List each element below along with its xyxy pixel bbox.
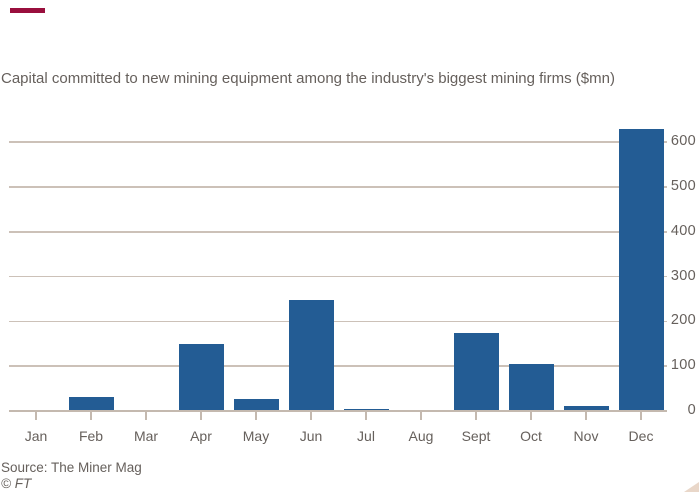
x-tick-label-jul: Jul [357, 428, 375, 444]
y-tick-label-100: 100 [670, 357, 696, 374]
x-tick-label-may: May [242, 428, 270, 444]
gridline-600 [9, 141, 667, 143]
bar-apr [178, 343, 224, 411]
x-tick-mar [145, 412, 147, 420]
x-tick-aug [420, 412, 422, 420]
x-tick-label-nov: Nov [573, 428, 599, 444]
x-tick-jan [35, 412, 37, 420]
bar-jun [288, 299, 334, 411]
x-tick-sept [475, 412, 477, 420]
gridline-500 [9, 186, 667, 188]
x-tick-label-jun: Jun [299, 428, 323, 444]
ft-corner-triangle-icon [684, 482, 699, 492]
x-tick-label-aug: Aug [408, 428, 434, 444]
gridline-100 [9, 365, 667, 367]
source-label: Source: The Miner Mag [1, 460, 142, 475]
x-tick-label-mar: Mar [133, 428, 159, 444]
y-tick-label-600: 600 [670, 133, 696, 150]
x-tick-label-dec: Dec [628, 428, 654, 444]
bar-may [233, 398, 279, 411]
x-tick-label-feb: Feb [78, 428, 104, 444]
y-tick-label-300: 300 [670, 267, 696, 284]
x-tick-label-apr: Apr [190, 428, 212, 444]
chart-title: Capital committed to new mining equipmen… [1, 70, 615, 87]
bar-sept [453, 333, 499, 411]
ft-credit-label: © FT [1, 476, 32, 491]
bar-feb [68, 396, 114, 411]
gridline-200 [9, 320, 667, 323]
x-tick-label-sept: Sept [461, 428, 491, 444]
x-tick-nov [585, 412, 587, 420]
x-tick-oct [530, 412, 532, 420]
x-tick-apr [200, 412, 202, 420]
gridline-400 [9, 231, 667, 233]
y-tick-label-0: 0 [687, 402, 696, 418]
bar-dec [618, 128, 664, 411]
x-tick-may [255, 412, 257, 420]
y-tick-label-200: 200 [670, 312, 696, 329]
y-tick-label-500: 500 [670, 178, 696, 194]
y-tick-label-400: 400 [670, 222, 696, 239]
x-tick-dec [640, 412, 642, 420]
x-tick-jun [310, 412, 312, 420]
gridline-300 [9, 275, 667, 278]
x-tick-feb [90, 412, 92, 420]
bar-oct [508, 363, 554, 411]
x-tick-label-jan: Jan [24, 428, 48, 444]
ft-accent-bar [10, 8, 45, 13]
bar-jul [343, 408, 389, 411]
bar-nov [563, 406, 609, 411]
x-axis-line [9, 410, 667, 412]
x-tick-jul [365, 412, 367, 420]
x-tick-label-oct: Oct [520, 428, 542, 444]
